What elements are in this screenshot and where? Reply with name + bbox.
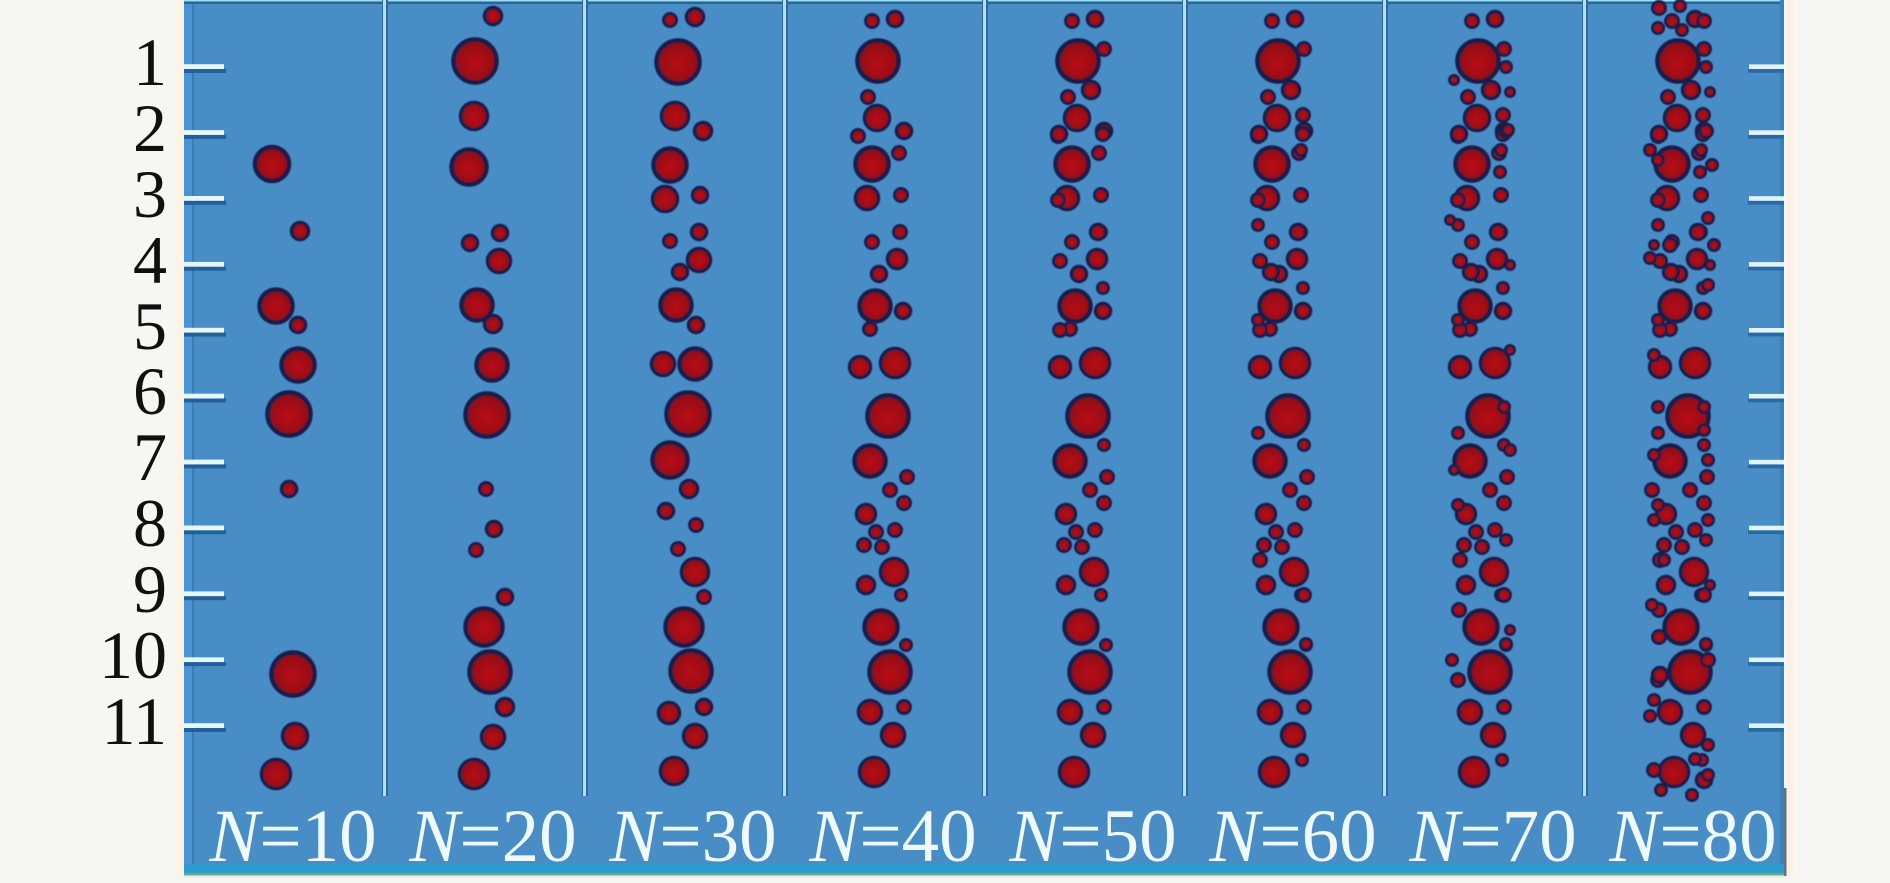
svg-text:9: 9	[133, 551, 167, 627]
svg-text:6: 6	[133, 353, 167, 429]
svg-text:7: 7	[133, 419, 167, 495]
svg-text:N=50: N=50	[1008, 795, 1176, 878]
svg-text:N=80: N=80	[1608, 795, 1776, 878]
svg-text:8: 8	[133, 485, 167, 561]
svg-text:10: 10	[99, 617, 167, 693]
svg-text:N=20: N=20	[408, 795, 576, 878]
svg-text:11: 11	[102, 683, 167, 759]
svg-text:1: 1	[133, 24, 167, 100]
svg-text:N=30: N=30	[608, 795, 776, 878]
svg-text:5: 5	[133, 288, 167, 364]
svg-text:N=40: N=40	[808, 795, 976, 878]
svg-text:3: 3	[133, 156, 167, 232]
svg-text:4: 4	[133, 222, 167, 298]
svg-text:N=10: N=10	[208, 795, 376, 878]
svg-text:N=70: N=70	[1408, 795, 1576, 878]
svg-text:2: 2	[133, 90, 167, 166]
svg-text:N=60: N=60	[1208, 795, 1376, 878]
